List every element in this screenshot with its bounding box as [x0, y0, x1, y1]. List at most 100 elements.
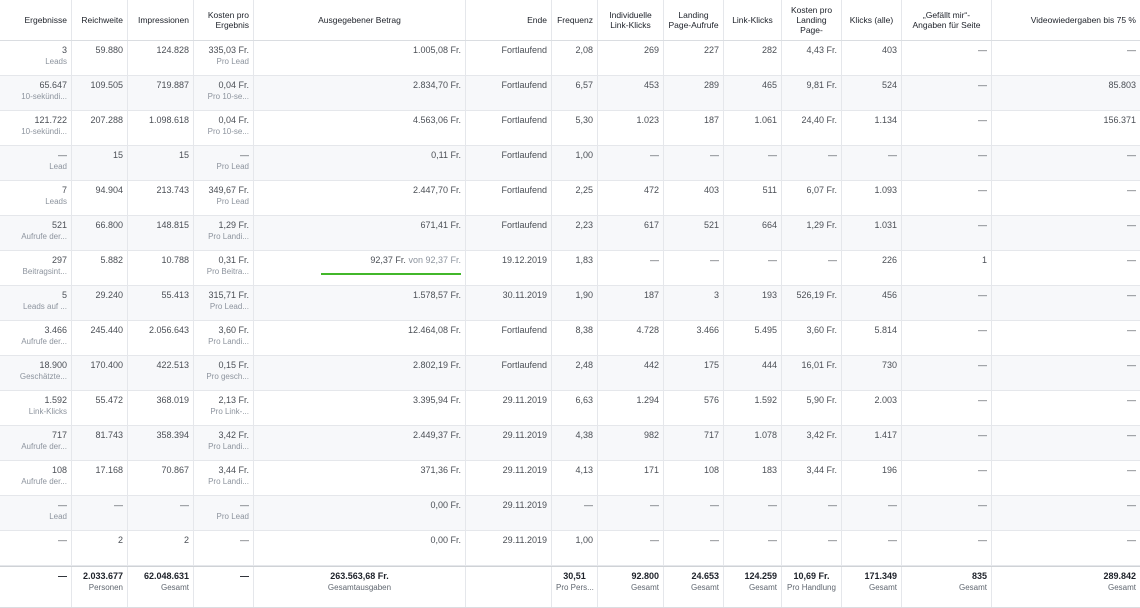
end-date: Fortlaufend — [501, 325, 547, 335]
col-header-kosten-pro-ergebnis[interactable]: Kosten pro Ergebnis — [194, 0, 254, 40]
total-gefaellt-mir-label: Gesamt — [958, 583, 987, 592]
col-header-frequenz[interactable]: Frequenz — [552, 0, 598, 40]
col-header-link-klicks[interactable]: Link-Klicks — [724, 0, 782, 40]
result-value: — — [58, 535, 67, 545]
link-clicks-value: 664 — [761, 220, 777, 230]
cost-per-result-value: 0,15 Fr. — [218, 360, 249, 370]
cell-impressionen: 2.056.643 — [128, 321, 194, 355]
table-row[interactable]: 717 Aufrufe der... 81.743 358.394 3,42 Fr. Pr… — [0, 426, 1140, 461]
cell-frequenz: 1,00 — [552, 531, 598, 565]
cell-kosten-pro-landing-page: 3,42 Fr. — [782, 426, 842, 460]
col-header-videowiedergaben[interactable]: Videowiedergaben bis 75 % — [1030, 15, 1136, 25]
link-clicks-value: — — [768, 500, 777, 510]
cell-ergebnisse: 3.466 Aufrufe der... — [0, 321, 72, 355]
table-row[interactable]: 18.900 Geschätzte... 170.400 422.513 0,15 Fr… — [0, 356, 1140, 391]
cell-landing-page-aufrufe: 227 — [664, 41, 724, 75]
col-header-ende[interactable]: Ende — [466, 0, 552, 40]
landing-page-views-value: 3 — [713, 290, 719, 300]
landing-page-views-value: — — [710, 255, 719, 265]
table-row[interactable]: — Lead 15 15 — Pro Lead 0,11 Fr. Fortlaufend 1,0… — [0, 146, 1140, 181]
cell-ergebnisse: 108 Aufrufe der... — [0, 461, 72, 495]
result-value: 5 — [61, 290, 67, 300]
cell-kosten-pro-ergebnis: 0,31 Fr. Pro Beitra... — [194, 251, 254, 285]
cell-videowiedergaben: 156.371 — [992, 111, 1140, 145]
col-header-reichweite[interactable]: Reichweite — [72, 0, 128, 40]
table-row[interactable]: 7 Leads 94.904 213.743 349,67 Fr. Pro Lead 2.4… — [0, 181, 1140, 216]
video-views-value: — — [1127, 325, 1136, 335]
cell-frequenz: 2,25 — [552, 181, 598, 215]
table-row[interactable]: 108 Aufrufe der... 17.168 70.867 3,44 Fr. Pro… — [0, 461, 1140, 496]
table-row[interactable]: 297 Beitragsint... 5.882 10.788 0,31 Fr. Pro … — [0, 251, 1140, 286]
cell-ergebnisse: 717 Aufrufe der... — [0, 426, 72, 460]
reach-value: 29.240 — [95, 290, 123, 300]
total-ergebnisse-value: — — [58, 571, 67, 581]
cell-kosten-pro-ergebnis: — Pro Lead — [194, 496, 254, 530]
table-row[interactable]: 5 Leads auf ... 29.240 55.413 315,71 Fr. Pro … — [0, 286, 1140, 321]
budget-value: von 92,37 Fr. — [408, 255, 461, 265]
col-header-impressionen[interactable]: Impressionen — [128, 0, 194, 40]
table-row[interactable]: 521 Aufrufe der... 66.800 148.815 1,29 Fr. Pr… — [0, 216, 1140, 251]
budget-progress-fill — [321, 273, 461, 275]
col-header-gefaellt-mir[interactable]: „Gefällt mir“-Angaben für Seite — [902, 0, 992, 40]
spent-value: 2.447,70 Fr. — [412, 185, 461, 195]
table-row[interactable]: — Lead — — — Pro Lead 0,00 Fr. 29.11.2019— — — — — —… — [0, 496, 1140, 531]
cell-videowiedergaben: — — [992, 286, 1140, 320]
cell-gefaellt-mir: — — [902, 286, 992, 320]
table-row[interactable]: 3.466 Aufrufe der... 245.440 2.056.643 3,60 … — [0, 321, 1140, 356]
budget-progress-bar — [321, 273, 461, 275]
total-ausgegebener-betrag-label: Gesamtausgaben — [327, 583, 392, 592]
cell-landing-page-aufrufe: 403 — [664, 181, 724, 215]
cell-reichweite: 94.904 — [72, 181, 128, 215]
cell-individuelle-link-klicks: — — [598, 496, 664, 530]
col-header-ausgegebener-betrag[interactable]: Ausgegebener Betrag — [254, 0, 466, 40]
spent-value: 0,11 Fr. — [431, 150, 461, 160]
frequency-value: 5,30 — [575, 115, 593, 125]
table-row[interactable]: 65.647 10-sekündi... 109.505 719.887 0,04 Fr… — [0, 76, 1140, 111]
cell-kosten-pro-landing-page: 3,44 Fr. — [782, 461, 842, 495]
cell-ende: Fortlaufend — [466, 356, 552, 390]
unique-link-clicks-value: 472 — [643, 185, 659, 195]
table-row[interactable]: 1.592 Link-Klicks 55.472 368.019 2,13 Fr. Pro… — [0, 391, 1140, 426]
cost-per-result-unit: Pro 10-se... — [207, 92, 249, 101]
total-individuelle-link-klicks-value: 92.800 — [631, 571, 659, 581]
col-header-kosten-pro-landing-page[interactable]: Kosten pro Landing Page- — [782, 0, 842, 40]
landing-page-views-value: 187 — [703, 115, 719, 125]
landing-page-views-value: 403 — [703, 185, 719, 195]
cost-per-result-value: 2,13 Fr. — [218, 395, 249, 405]
col-header-individuelle-link-klicks[interactable]: Individuelle Link-Klicks — [598, 0, 664, 40]
cell-landing-page-aufrufe: 108 — [664, 461, 724, 495]
spent-value: 2.802,19 Fr. — [412, 360, 461, 370]
cost-per-result-unit: Pro Lead — [216, 57, 249, 66]
cell-klicks-alle: 1.417 — [842, 426, 902, 460]
unique-link-clicks-value: 4.728 — [636, 325, 659, 335]
cell-individuelle-link-klicks: 1.294 — [598, 391, 664, 425]
table-row[interactable]: — 2 2 — 0,00 Fr. 29.11.2019 1,00 — — — — — — — — [0, 531, 1140, 566]
col-header-landing-page-aufrufe[interactable]: Landing Page-Aufrufe — [664, 0, 724, 40]
cell-kosten-pro-ergebnis: 0,15 Fr. Pro gesch... — [194, 356, 254, 390]
cell-landing-page-aufrufe: 3.466 — [664, 321, 724, 355]
cell-ende: Fortlaufend — [466, 181, 552, 215]
cell-reichweite: 29.240 — [72, 286, 128, 320]
table-row[interactable]: 3 Leads 59.880 124.828 335,03 Fr. Pro Lead 1.0… — [0, 41, 1140, 76]
total-frequenz: 30,51 Pro Pers... — [552, 567, 598, 607]
page-likes-value: — — [978, 535, 987, 545]
cell-ergebnisse: 3 Leads — [0, 41, 72, 75]
result-type: Leads auf ... — [22, 302, 67, 311]
frequency-value: 8,38 — [575, 325, 593, 335]
table-row[interactable]: 121.722 10-sekündi... 207.288 1.098.618 0,04… — [0, 111, 1140, 146]
video-views-value: — — [1127, 395, 1136, 405]
link-clicks-value: 282 — [761, 45, 777, 55]
col-header-ergebnisse[interactable]: Ergebnisse — [0, 0, 72, 40]
total-kosten-pro-ergebnis-value: — — [240, 571, 249, 581]
cell-landing-page-aufrufe: 717 — [664, 426, 724, 460]
cost-per-result-value: 349,67 Fr. — [208, 185, 249, 195]
total-ausgegebener-betrag: 263.563,68 Fr. Gesamtausgaben — [254, 567, 466, 607]
result-type: Beitragsint... — [22, 267, 67, 276]
result-value: 7 — [61, 185, 67, 195]
result-value: 121.722 — [34, 115, 67, 125]
landing-page-views-value: — — [710, 535, 719, 545]
col-header-klicks-alle[interactable]: Klicks (alle) — [842, 0, 902, 40]
reach-value: 55.472 — [95, 395, 123, 405]
cell-impressionen: 15 — [128, 146, 194, 180]
totals-row: — 2.033.677 Personen 62.048.631 Gesamt — 263.5… — [0, 566, 1140, 608]
